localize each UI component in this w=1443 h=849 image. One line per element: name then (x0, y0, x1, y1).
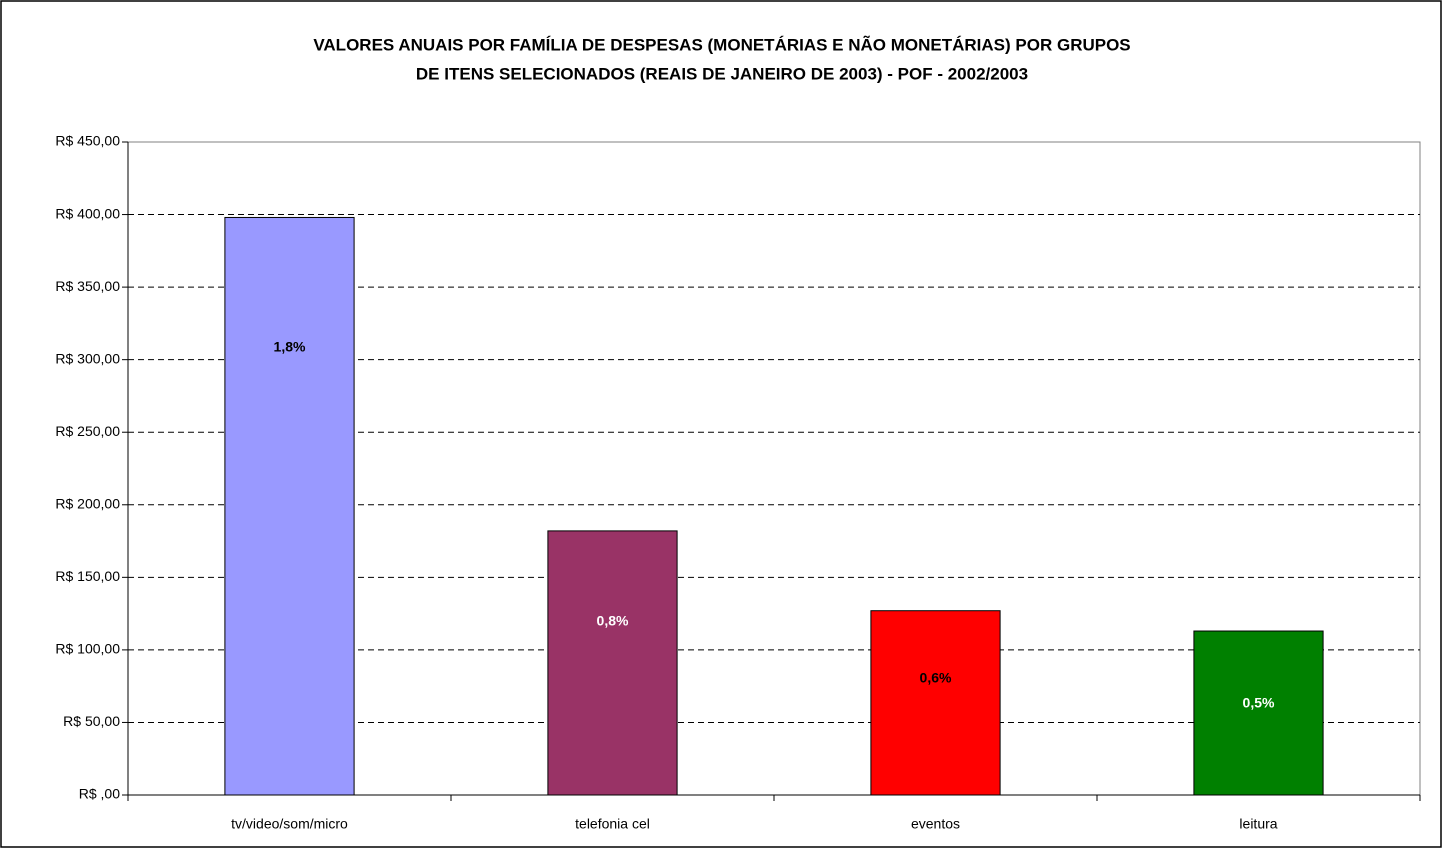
x-tick-label: eventos (911, 816, 960, 832)
x-tick-label: leitura (1239, 816, 1277, 832)
x-tick-label: tv/video/som/micro (231, 816, 348, 832)
bar-annotation: 1,8% (274, 339, 306, 355)
bar-annotation: 0,8% (597, 613, 629, 629)
y-tick-label: R$ 150,00 (55, 568, 120, 584)
y-tick-label: R$ 400,00 (55, 205, 120, 221)
y-tick-label: R$ 250,00 (55, 423, 120, 439)
y-tick-label: R$ 300,00 (55, 350, 120, 366)
y-tick-label: R$ 200,00 (55, 495, 120, 511)
y-tick-label: R$ 350,00 (55, 278, 120, 294)
chart-title: DE ITENS SELECIONADOS (REAIS DE JANEIRO … (416, 64, 1028, 83)
bar-annotation: 0,6% (920, 670, 952, 686)
y-tick-label: R$ 50,00 (63, 713, 120, 729)
y-tick-label: R$ 100,00 (55, 641, 120, 657)
bar (870, 610, 1001, 796)
bar-annotation: 0,5% (1243, 695, 1275, 711)
chart-title: VALORES ANUAIS POR FAMÍLIA DE DESPESAS (… (313, 34, 1130, 54)
x-tick-label: telefonia cel (575, 816, 650, 832)
bar (1193, 630, 1324, 796)
bar (547, 530, 678, 796)
y-tick-label: R$ ,00 (79, 786, 120, 802)
y-tick-label: R$ 450,00 (55, 133, 120, 149)
bar (224, 216, 355, 796)
